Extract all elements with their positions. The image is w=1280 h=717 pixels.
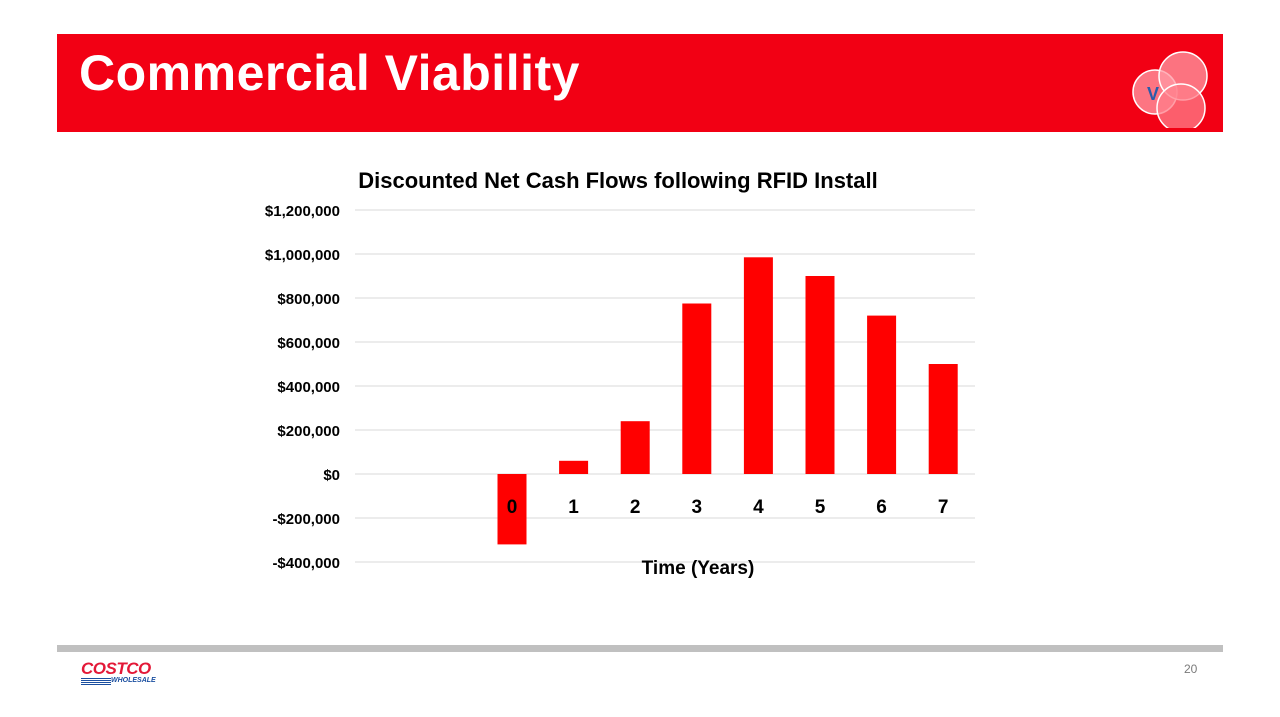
x-tick-label: 6 xyxy=(876,497,887,518)
bar xyxy=(867,315,897,474)
bar-series xyxy=(497,257,958,545)
brand-name: COSTCO xyxy=(81,659,151,678)
brand-subtitle: WHOLESALE xyxy=(111,677,156,684)
footer-divider xyxy=(57,645,1223,652)
y-tick-label: $200,000 xyxy=(277,423,340,440)
bar xyxy=(497,474,527,545)
x-axis: 0 1 2 3 4 5 6 7 xyxy=(507,497,949,518)
y-tick-label: $400,000 xyxy=(277,379,340,396)
x-tick-label: 2 xyxy=(630,497,641,518)
x-axis-label: Time (Years) xyxy=(642,558,755,579)
y-tick-label: $1,200,000 xyxy=(265,203,340,220)
x-tick-label: 1 xyxy=(568,497,579,518)
y-tick-label: $800,000 xyxy=(277,291,340,308)
x-tick-label: 0 xyxy=(507,497,518,518)
logo-letter: V xyxy=(1147,84,1159,104)
y-tick-label: $0 xyxy=(323,467,340,484)
bar xyxy=(805,276,835,474)
slide-title: Commercial Viability xyxy=(79,45,580,101)
x-tick-label: 3 xyxy=(692,497,703,518)
y-tick-label: $1,000,000 xyxy=(265,247,340,264)
costco-logo: COSTCO WHOLESALE xyxy=(81,660,159,686)
bar xyxy=(559,460,589,474)
circles-logo-icon: V xyxy=(1132,51,1208,128)
y-tick-label: $600,000 xyxy=(277,335,340,352)
bar xyxy=(928,364,958,474)
x-tick-label: 7 xyxy=(938,497,949,518)
y-tick-label: -$400,000 xyxy=(272,555,340,572)
y-axis: $1,200,000 $1,000,000 $800,000 $600,000 $400… xyxy=(265,203,340,572)
page-number: 20 xyxy=(1184,662,1198,676)
chart-title: Discounted Net Cash Flows following RFID… xyxy=(358,168,877,193)
y-tick-label: -$200,000 xyxy=(272,511,340,528)
title-banner: Commercial Viability V xyxy=(57,34,1223,132)
x-tick-label: 5 xyxy=(815,497,826,518)
cash-flow-chart: Discounted Net Cash Flows following RFID… xyxy=(265,168,975,579)
bar xyxy=(743,257,773,474)
x-tick-label: 4 xyxy=(753,497,764,518)
bar xyxy=(682,303,712,474)
bar xyxy=(620,421,650,474)
